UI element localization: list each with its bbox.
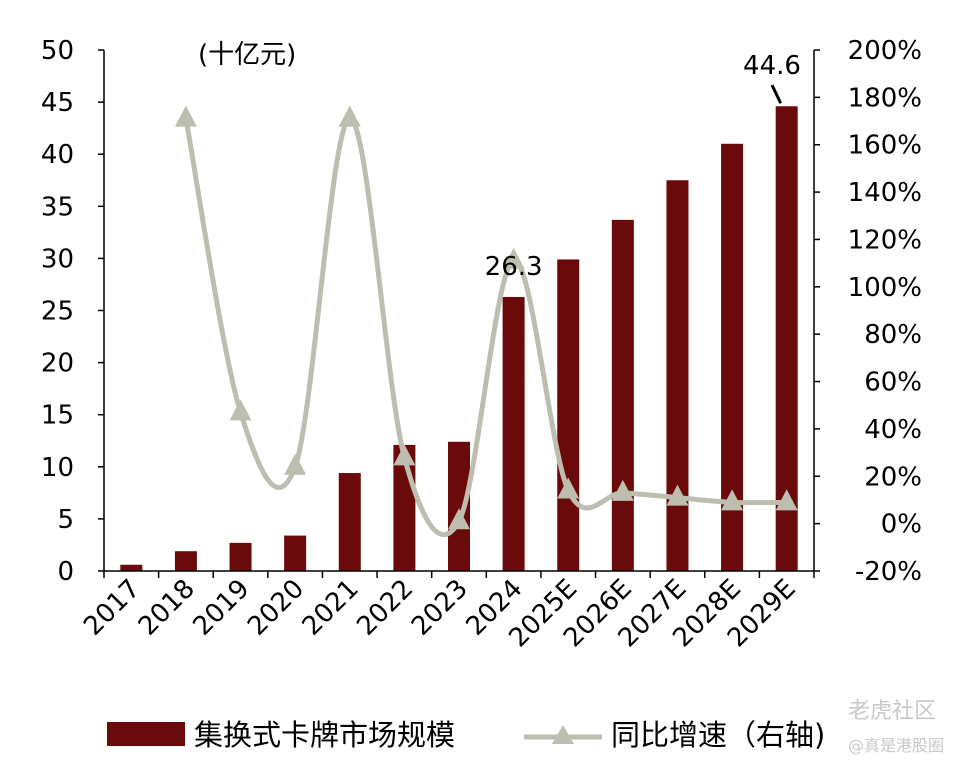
watermark: 老虎社区 @真是港股圈	[848, 699, 944, 755]
bar-2019	[229, 542, 252, 571]
growth-marker-2022	[393, 444, 416, 466]
data-label-leader	[770, 84, 783, 104]
unit-label: (十亿元)	[198, 40, 296, 70]
bar-2024	[502, 296, 525, 571]
growth-line	[183, 116, 787, 538]
x-tick-label: 2017	[78, 574, 146, 642]
bar-2017	[120, 564, 143, 571]
left-tick-label: 15	[41, 401, 74, 431]
watermark-line2: @真是港股圈	[848, 736, 944, 755]
growth-marker-2029E	[775, 489, 798, 511]
right-tick-label: -20%	[855, 557, 922, 587]
left-tick-label: 40	[41, 140, 74, 170]
left-tick-label: 20	[41, 349, 74, 379]
left-tick-label: 35	[41, 192, 74, 222]
growth-marker-2025E	[557, 477, 580, 499]
growth-marker-2028E	[721, 489, 744, 511]
right-tick-label: 60%	[864, 368, 922, 398]
bar-2025E	[557, 259, 580, 571]
growth-marker-2020	[284, 453, 307, 475]
x-tick-label: 2023	[406, 574, 474, 642]
bar-2028E	[721, 143, 744, 571]
growth-marker-2024	[502, 247, 525, 269]
watermark-line1: 老虎社区	[848, 699, 936, 724]
right-tick-label: 20%	[864, 462, 922, 492]
data-label-2024: 26.3	[485, 252, 543, 282]
data-label-2029E: 44.6	[743, 51, 801, 81]
bar-2020	[284, 535, 307, 571]
bar-2021	[338, 473, 361, 571]
line-layer	[174, 105, 798, 538]
left-tick-label: 50	[41, 36, 74, 66]
x-tick-label: 2019	[187, 574, 255, 642]
right-tick-label: 80%	[864, 320, 922, 350]
growth-marker-2026E	[611, 479, 634, 501]
left-tick-label: 30	[41, 244, 74, 274]
legend-triangle-icon	[552, 725, 574, 744]
left-tick-label: 10	[41, 453, 74, 483]
bar-2027E	[666, 180, 689, 571]
growth-marker-2018	[174, 105, 197, 127]
left-tick-label: 25	[41, 297, 74, 327]
x-tick-label: 2018	[133, 574, 201, 642]
growth-marker-2021	[338, 105, 361, 127]
x-tick-label: 2020	[242, 574, 310, 642]
right-tick-label: 120%	[848, 225, 922, 255]
legend: 集换式卡牌市场规模 同比增速（右轴)	[107, 718, 825, 752]
right-tick-label: 200%	[848, 36, 922, 66]
bar-2018	[174, 551, 197, 571]
right-tick-label: 100%	[848, 273, 922, 303]
left-tick-label: 45	[41, 88, 74, 118]
growth-marker-2019	[229, 399, 252, 421]
growth-marker-2027E	[666, 484, 689, 506]
right-tick-label: 160%	[848, 131, 922, 161]
right-tick-label: 0%	[881, 510, 922, 540]
legend-line-label: 同比增速（右轴)	[611, 718, 825, 752]
bar-2023	[448, 441, 470, 571]
x-tick-label: 2022	[351, 574, 419, 642]
labels-layer: 26.3 44.6	[485, 51, 801, 282]
right-tick-label: 180%	[848, 83, 922, 113]
left-tick-label: 0	[57, 557, 74, 587]
right-tick-label: 140%	[848, 178, 922, 208]
bar-2026E	[611, 219, 634, 571]
left-tick-label: 5	[57, 505, 74, 535]
bar-2029E	[775, 106, 798, 571]
right-tick-label: 40%	[864, 415, 922, 445]
legend-bar-label: 集换式卡牌市场规模	[194, 718, 455, 752]
growth-marker-2023	[448, 508, 470, 530]
x-tick-label: 2021	[297, 574, 365, 642]
legend-bar-swatch	[107, 722, 185, 746]
